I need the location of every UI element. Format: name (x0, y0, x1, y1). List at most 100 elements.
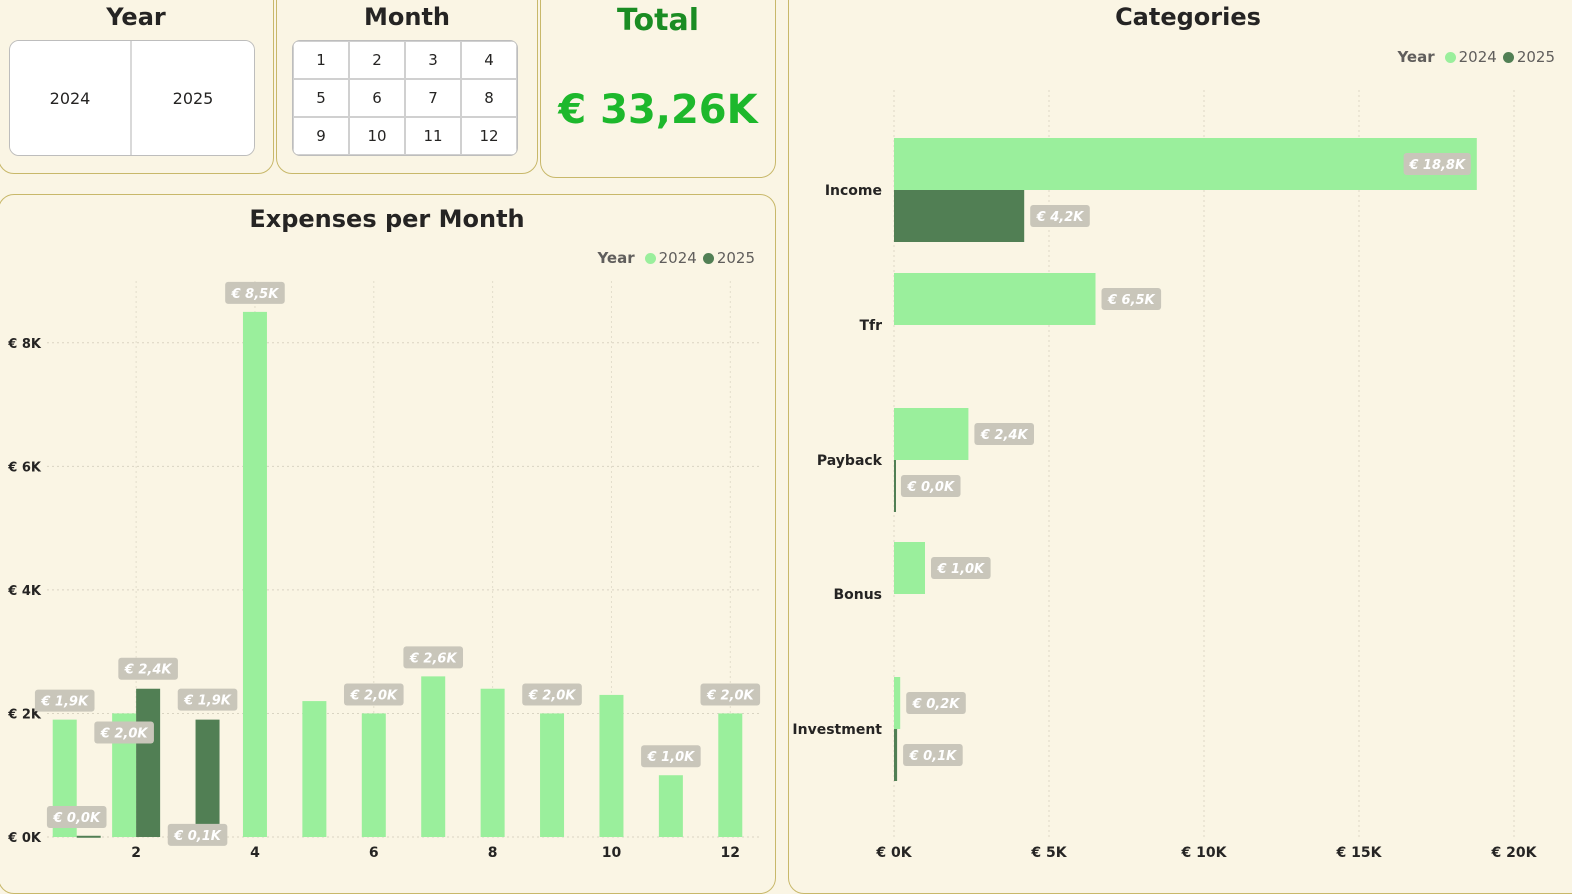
data-label-2024-month-4: € 8,5K (231, 287, 280, 302)
kpi-value: € 33,26K (558, 87, 758, 133)
bar-2024-month-10 (599, 694, 624, 837)
data-label-2024-month-6-group: € 2,0K (343, 683, 404, 706)
year-slicer-card: Year 2024 2025 (0, 0, 274, 174)
bar-2024-month-12 (718, 713, 743, 837)
categories-legend: Year 2024 2025 (1397, 48, 1555, 66)
year-slicer-title: Year (106, 3, 166, 31)
month-option-10[interactable]: 10 (349, 117, 405, 155)
data-label-2024-month-1-bg (34, 689, 95, 712)
data-label-2024-tfr-bg (1101, 288, 1162, 310)
bar-2024-month-4 (242, 311, 267, 837)
data-label-2024-income: € 18,8K (1408, 158, 1466, 173)
categories-legend-item-2025[interactable]: 2025 (1502, 48, 1555, 66)
data-label-2024-month-3: € 0,1K (173, 829, 222, 844)
expenses-legend-label-2024: 2024 (658, 249, 697, 267)
data-label-2025-payback-group: € 0,0K (900, 475, 961, 497)
x-tick-label: € 10K (1181, 845, 1228, 861)
data-label-2024-month-6-bg (343, 683, 404, 706)
expenses-chart-plot: € 0K € 2K € 4K € 6K € 8K 2 4 6 8 10 12 € 1,9K € 0,0K… (7, 281, 761, 861)
bar-2024-month-11 (658, 775, 683, 837)
legend-dot-2025-icon (1502, 51, 1514, 63)
data-label-2024-bonus-bg (931, 557, 991, 579)
bar-2024-month-9 (540, 713, 565, 837)
data-label-2024-investment-bg (906, 692, 966, 714)
data-label-2024-month-4-bg (225, 281, 285, 304)
categories-legend-title: Year (1397, 48, 1435, 66)
data-label-2024-investment: € 0,2K (912, 697, 961, 712)
month-option-5[interactable]: 5 (293, 79, 349, 117)
bar-2024-bonus (894, 542, 925, 594)
x-tick-label: 10 (602, 845, 622, 861)
data-label-2025-month-3-bg (177, 688, 238, 711)
expenses-chart-title: Expenses per Month (249, 205, 525, 233)
data-label-2024-investment-group: € 0,2K (906, 692, 966, 714)
data-label-2024-month-12-bg (700, 683, 761, 706)
data-label-2024-month-11-bg (641, 745, 701, 768)
data-label-2025-investment: € 0,1K (909, 749, 958, 764)
month-option-1[interactable]: 1 (293, 41, 349, 79)
month-option-12[interactable]: 12 (461, 117, 517, 155)
legend-dot-2025-icon (702, 252, 714, 264)
data-label-2025-month-1-group: € 0,0K (46, 806, 107, 828)
bar-2025-payback (894, 460, 896, 512)
month-option-3[interactable]: 3 (405, 41, 461, 79)
expenses-legend-item-2025[interactable]: 2025 (702, 249, 755, 267)
data-label-2025-month-2-group: € 2,4K (118, 657, 178, 680)
category-label-bonus: Bonus (833, 587, 882, 603)
data-label-2024-bonus-group: € 1,0K (931, 557, 991, 579)
month-slicer-card: Month 1 2 3 4 5 6 7 8 9 10 11 12 (276, 0, 538, 174)
data-label-2025-month-3-group: € 1,9K (177, 688, 238, 711)
month-option-2[interactable]: 2 (349, 41, 405, 79)
expenses-legend: Year 2024 2025 (597, 249, 755, 267)
kpi-title: Total (617, 3, 699, 38)
month-option-9[interactable]: 9 (293, 117, 349, 155)
month-option-7[interactable]: 7 (405, 79, 461, 117)
x-tick-label: 8 (488, 845, 498, 861)
data-label-2025-payback-bg (900, 475, 961, 497)
bar-2024-month-8 (480, 688, 505, 837)
y-tick-label: € 8K (7, 337, 42, 352)
data-label-2024-month-3-bg (167, 823, 228, 846)
data-label-2025-month-2-bg (118, 657, 178, 680)
month-option-6[interactable]: 6 (349, 79, 405, 117)
data-label-2024-bonus: € 1,0K (936, 562, 985, 577)
bar-2025-month-3 (195, 719, 220, 837)
y-tick-label: € 0K (7, 831, 42, 846)
categories-chart-title: Categories (1115, 3, 1261, 31)
data-label-2024-month-7-group: € 2,6K (403, 646, 464, 669)
y-tick-label: € 4K (7, 584, 42, 599)
categories-chart-plot: € 0K € 5K € 10K € 15K € 20K Income Tfr Payback B… (792, 90, 1538, 861)
category-label-tfr: Tfr (859, 318, 882, 334)
data-label-2024-month-11-group: € 1,0K (641, 745, 701, 768)
category-label-investment: Investment (792, 722, 882, 738)
bar-2024-investment (894, 677, 901, 729)
month-option-4[interactable]: 4 (461, 41, 517, 79)
data-label-2024-month-11: € 1,0K (647, 750, 696, 765)
bar-2024-month-6 (361, 713, 386, 837)
data-label-2024-payback: € 2,4K (980, 428, 1029, 443)
data-label-2025-month-1-bg (46, 806, 107, 828)
legend-dot-2024-icon (1444, 51, 1456, 63)
year-option-2024[interactable]: 2024 (10, 41, 132, 155)
month-option-8[interactable]: 8 (461, 79, 517, 117)
data-label-2024-income-group: € 18,8K (1403, 153, 1471, 175)
x-tick-label: € 0K (875, 845, 912, 861)
data-label-2024-tfr: € 6,5K (1107, 293, 1156, 308)
data-label-2024-tfr-group: € 6,5K (1101, 288, 1162, 310)
data-label-2024-income-bg (1403, 153, 1471, 175)
data-label-2024-month-2-bg (94, 721, 154, 744)
data-label-2025-payback: € 0,0K (906, 480, 955, 495)
x-tick-label: € 20K (1491, 845, 1538, 861)
data-label-2024-month-9-bg (522, 683, 582, 706)
month-option-11[interactable]: 11 (405, 117, 461, 155)
data-label-2024-month-9-group: € 2,0K (522, 683, 582, 706)
data-label-2024-month-3-group: € 0,1K (167, 823, 228, 846)
y-tick-label: € 2K (7, 707, 42, 722)
data-label-2024-month-4-group: € 8,5K (225, 281, 285, 304)
categories-legend-item-2024[interactable]: 2024 (1444, 48, 1497, 66)
year-option-2025[interactable]: 2025 (132, 41, 254, 155)
data-label-2024-month-12-group: € 2,0K (700, 683, 761, 706)
bar-2025-income (894, 190, 1025, 242)
expenses-legend-item-2024[interactable]: 2024 (644, 249, 697, 267)
data-label-2024-month-9: € 2,0K (528, 688, 577, 703)
